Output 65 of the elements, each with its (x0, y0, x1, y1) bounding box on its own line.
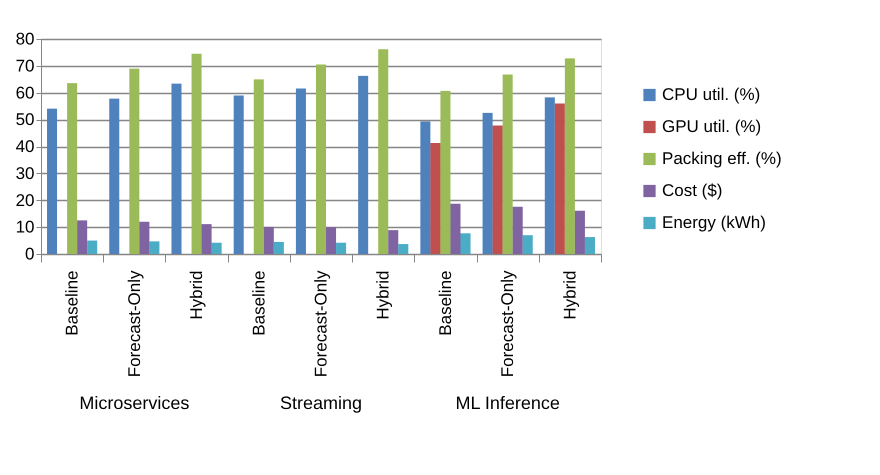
y-tick-label: 0 (25, 244, 34, 264)
bar (450, 204, 460, 254)
bar (430, 143, 440, 254)
bar (358, 76, 368, 254)
x-tick-label: Baseline (249, 270, 268, 336)
bar (234, 95, 244, 254)
bar (440, 90, 450, 254)
legend-label: CPU util. (%) (662, 85, 760, 104)
bar (584, 237, 595, 254)
x-tick-label: Forecast-Only (124, 270, 144, 378)
x-tick-label: Baseline (62, 270, 82, 336)
bar (522, 235, 533, 254)
bar (212, 242, 222, 254)
bar (202, 224, 212, 254)
bar (326, 227, 336, 254)
legend-label: Energy (kWh) (662, 213, 766, 232)
bar (378, 49, 388, 254)
legend-label: Cost ($) (662, 181, 722, 200)
bar (420, 122, 430, 254)
y-tick-label: 40 (16, 137, 34, 156)
bar (554, 104, 565, 254)
bar (316, 64, 326, 254)
bar (171, 84, 182, 254)
y-tick-label: 50 (16, 110, 34, 130)
bar (67, 83, 78, 254)
bar (512, 206, 523, 254)
bar (296, 88, 306, 254)
x-tick-label: Forecast-Only (498, 270, 518, 378)
bar (336, 242, 346, 254)
bar (47, 108, 58, 254)
bar (87, 240, 98, 254)
bar (254, 79, 264, 254)
y-tick-label: 60 (16, 83, 34, 102)
bar (139, 222, 150, 254)
bar (129, 68, 140, 254)
bar (77, 220, 88, 254)
y-tick-label: 80 (16, 30, 34, 48)
x-tick-label: Hybrid (560, 270, 580, 320)
bar (149, 241, 160, 254)
bar (502, 74, 513, 254)
legend-label: GPU util. (%) (662, 117, 762, 136)
text: Microservices (79, 393, 190, 413)
y-tick-label: 30 (16, 164, 34, 183)
x-tick-label: Hybrid (374, 270, 393, 320)
bar (109, 98, 120, 254)
bar (544, 97, 555, 254)
bar (482, 112, 493, 254)
bar (564, 58, 575, 254)
bar (388, 230, 398, 254)
bar (274, 242, 284, 254)
legend-label: Packing eff. (%) (662, 149, 782, 168)
text: ML Inference (455, 393, 560, 413)
y-tick-label: 70 (16, 56, 34, 76)
x-tick-label: Hybrid (187, 270, 206, 320)
y-tick-label: 10 (16, 218, 34, 237)
bar (492, 126, 503, 254)
bar (460, 233, 471, 254)
bar (398, 244, 408, 254)
bar (192, 54, 202, 254)
bar (264, 226, 274, 254)
text: Streaming (280, 393, 362, 413)
x-tick-label: Baseline (436, 270, 455, 336)
bar (574, 210, 585, 254)
x-tick-label: Forecast-Only (312, 270, 330, 378)
y-tick-label: 20 (16, 190, 34, 210)
